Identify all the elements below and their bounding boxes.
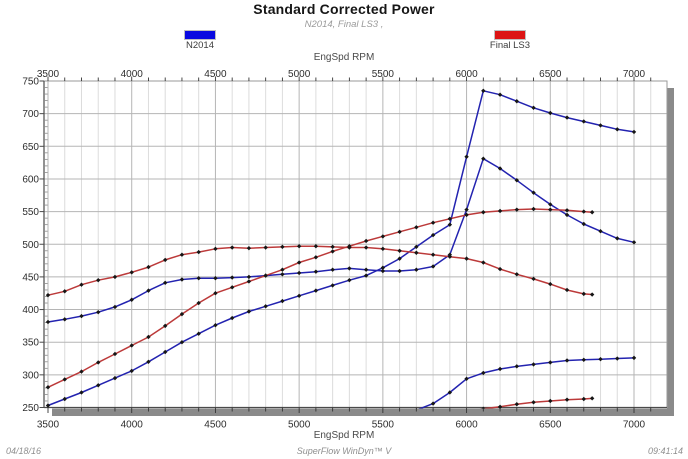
svg-text:5500: 5500 <box>372 69 395 80</box>
svg-text:650: 650 <box>22 142 39 153</box>
footer-date: 04/18/16 <box>6 446 42 456</box>
tick-marks <box>39 76 652 413</box>
svg-text:4000: 4000 <box>121 69 144 80</box>
svg-text:750: 750 <box>22 77 39 88</box>
svg-text:6500: 6500 <box>539 420 562 431</box>
series-n2014-power <box>45 88 637 408</box>
svg-text:400: 400 <box>22 305 39 316</box>
legend-entry-n2014: N2014 <box>168 30 232 51</box>
x-axis-label-bottom: EngSpd RPM <box>313 430 375 441</box>
y-tick-labels: 250 300 350 400 450 500 550 600 650 700 750 <box>22 77 39 415</box>
footer-time: 09:41:14 <box>647 446 683 456</box>
plot-drop-shadow <box>52 88 674 416</box>
svg-text:350: 350 <box>22 338 39 349</box>
svg-text:4000: 4000 <box>121 420 144 431</box>
legend-entry-final-ls3: Final LS3 <box>478 30 542 51</box>
svg-text:450: 450 <box>22 272 39 283</box>
svg-text:7000: 7000 <box>623 69 646 80</box>
svg-text:7000: 7000 <box>623 420 646 431</box>
svg-text:4500: 4500 <box>204 420 227 431</box>
svg-text:5000: 5000 <box>288 69 311 80</box>
svg-text:700: 700 <box>22 109 39 120</box>
legend-label-n2014: N2014 <box>186 40 214 51</box>
svg-text:4500: 4500 <box>204 69 227 80</box>
legend-swatch-final-ls3 <box>494 30 526 40</box>
svg-text:600: 600 <box>22 174 39 185</box>
svg-text:300: 300 <box>22 370 39 381</box>
svg-text:500: 500 <box>22 240 39 251</box>
legend-swatch-n2014 <box>184 30 216 40</box>
svg-text:550: 550 <box>22 207 39 218</box>
footer-app-name: SuperFlow WinDyn™ V <box>296 446 392 456</box>
x-tick-labels: 3500 3500 4000 4000 4500 4500 5000 5000 5500 5500… <box>37 69 646 431</box>
svg-text:3500: 3500 <box>37 69 60 80</box>
status-bar: 04/18/16 SuperFlow WinDyn™ V 09:41:14 <box>0 446 688 459</box>
svg-text:5500: 5500 <box>372 420 395 431</box>
svg-text:6000: 6000 <box>455 69 478 80</box>
svg-text:6000: 6000 <box>455 420 478 431</box>
svg-text:5000: 5000 <box>288 420 311 431</box>
series-final-ls3-lower-trace <box>479 396 595 409</box>
x-axis-label-top: EngSpd RPM <box>313 52 375 63</box>
series-final-ls3-power <box>45 206 595 390</box>
svg-text:6500: 6500 <box>539 69 562 80</box>
legend-label-final-ls3: Final LS3 <box>489 40 531 51</box>
chart-title: Standard Corrected Power <box>253 1 435 17</box>
grid-layer <box>44 81 667 408</box>
series-final-ls3-torque <box>45 244 595 298</box>
series-n2014-lower-trace <box>415 355 637 409</box>
series-n2014-torque <box>45 156 637 325</box>
svg-text:3500: 3500 <box>37 420 60 431</box>
svg-text:250: 250 <box>22 403 39 414</box>
chart-subtitle: N2014, Final LS3 , <box>304 19 384 30</box>
